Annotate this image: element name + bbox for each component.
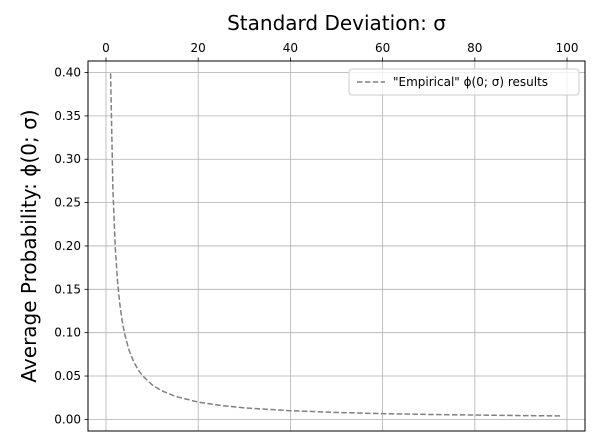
y-tick-label: 0.20 — [54, 239, 81, 253]
series-layer — [109, 73, 563, 417]
x-tick-label: 40 — [283, 41, 298, 55]
series-line — [109, 73, 563, 417]
y-tick-label: 0.05 — [54, 369, 81, 383]
legend-box — [348, 68, 580, 96]
x-tick-label: 0 — [102, 41, 110, 55]
y-tick-label: 0.35 — [54, 109, 81, 123]
x-tick-label: 20 — [191, 41, 206, 55]
y-axis-ticks: 0.00 0.05 0.10 0.15 0.20 0.25 0.30 0.35 0.40 — [54, 66, 88, 426]
y-tick-label: 0.00 — [54, 412, 81, 426]
legend: "Empirical" ϕ(0; σ) results — [348, 68, 580, 96]
y-tick-label: 0.40 — [54, 66, 81, 80]
y-tick-label: 0.25 — [54, 196, 81, 210]
y-axis-title: Average Probability: ϕ(0; σ) — [17, 109, 41, 382]
x-axis-title: Standard Deviation: σ — [227, 11, 446, 35]
y-tick-label: 0.15 — [54, 282, 81, 296]
x-tick-label: 80 — [467, 41, 482, 55]
x-axis-ticks: 0 20 40 60 80 100 — [102, 41, 578, 61]
grid-lines — [88, 61, 585, 431]
x-tick-label: 60 — [375, 41, 390, 55]
y-tick-label: 0.10 — [54, 326, 81, 340]
y-tick-label: 0.30 — [54, 152, 81, 166]
legend-entry-label: "Empirical" ϕ(0; σ) results — [393, 75, 548, 89]
x-tick-label: 100 — [556, 41, 579, 55]
